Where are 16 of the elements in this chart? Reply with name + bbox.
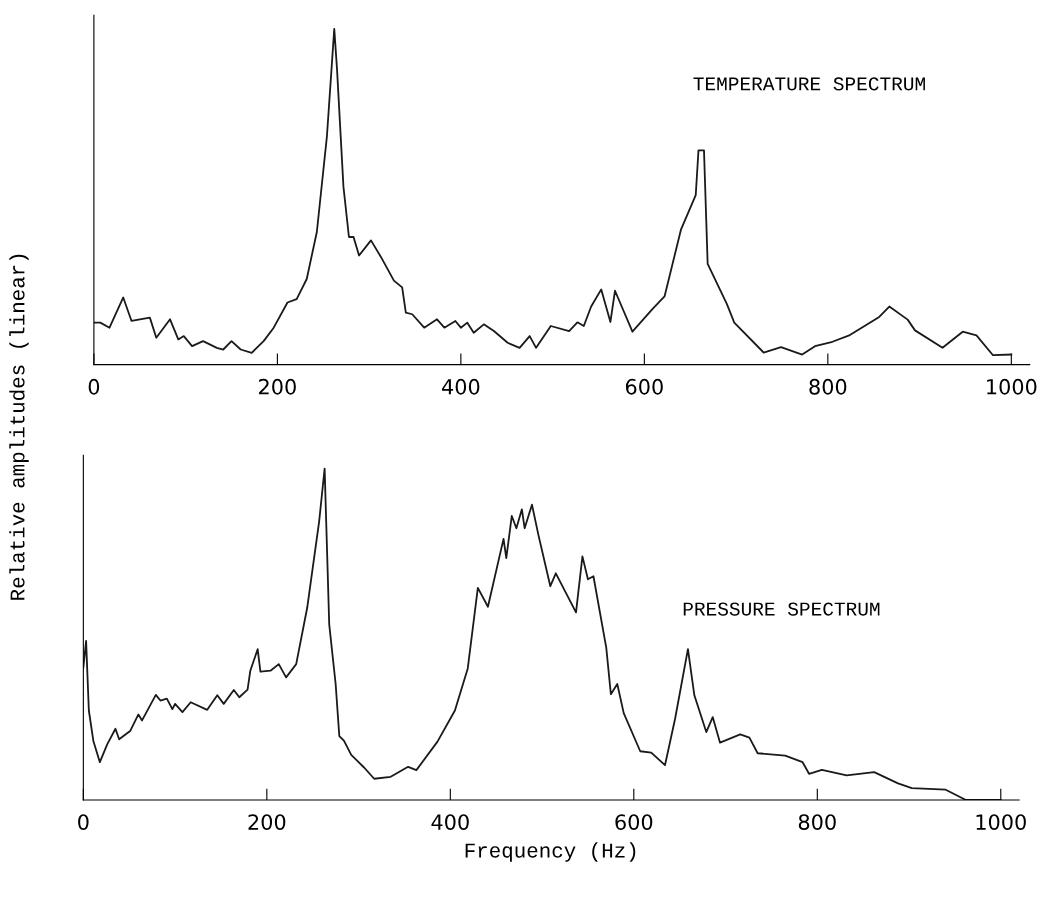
x-tick-label: 1000 — [987, 378, 1037, 395]
x-tick-label: 400 — [431, 814, 469, 830]
text: TEMPERATURE SPECTRUM — [693, 77, 925, 91]
x-tick-label: 600 — [615, 814, 653, 830]
y-axis-title: Relative amplitudes (linear) — [9, 254, 29, 600]
x-tick-label: 600 — [625, 378, 663, 395]
x-tick-label: 400 — [442, 378, 480, 395]
x-tick-label: 0 — [88, 378, 100, 395]
x-tick-label: 0 — [78, 814, 89, 830]
text: PRESSURE SPECTRUM — [683, 602, 880, 616]
x-tick-label: 200 — [248, 814, 286, 830]
x-tick-label: 200 — [259, 378, 296, 395]
x-axis-title: Frequency (Hz) — [465, 842, 636, 862]
x-tick-label: 800 — [809, 378, 847, 395]
x-tick-label: 1000 — [976, 814, 1026, 830]
x-tick-label: 800 — [798, 814, 836, 830]
